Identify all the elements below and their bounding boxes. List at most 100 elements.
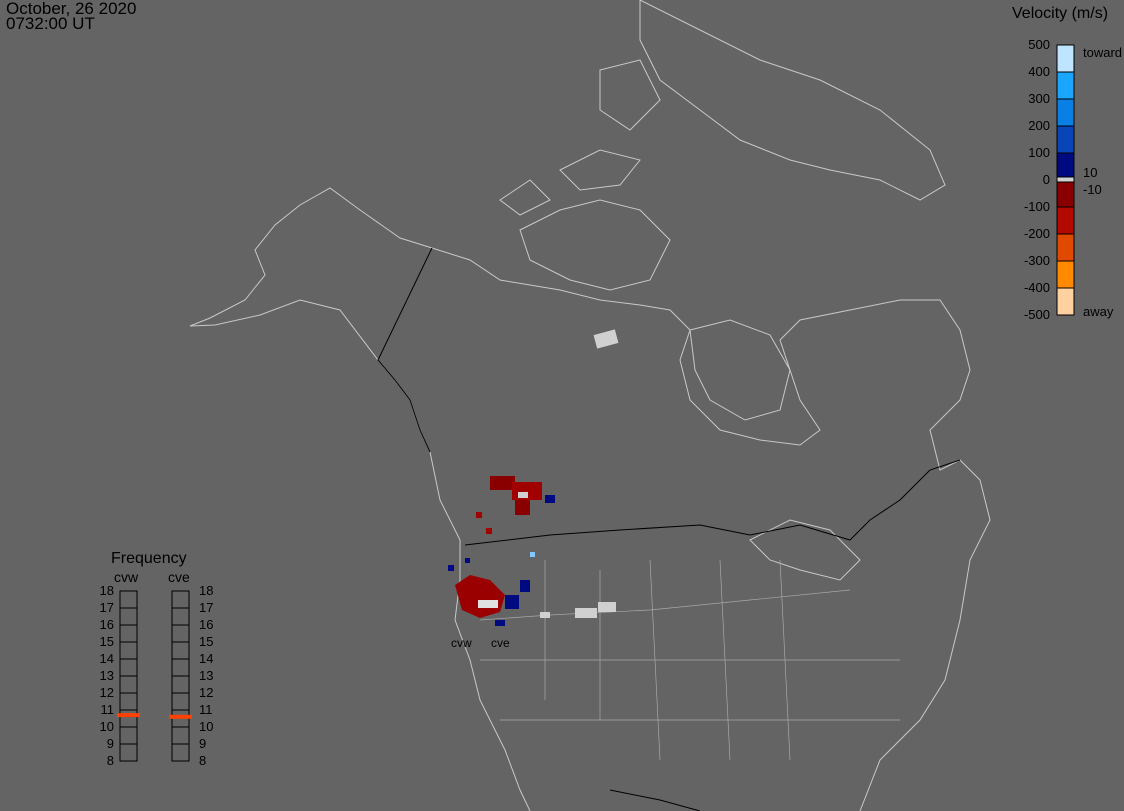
colorbar-segment: [1056, 125, 1075, 154]
frequency-tick-right: 13: [199, 668, 214, 683]
echo-patch: [520, 580, 530, 592]
country-borders: [377, 247, 961, 811]
frequency-tick-left: 14: [99, 651, 114, 666]
velocity-tick: -300: [1023, 253, 1050, 268]
echo-patch: [515, 500, 530, 515]
frequency-tick-left: 12: [99, 685, 114, 700]
frequency-tick-left: 10: [99, 719, 114, 734]
frequency-tick-left: 15: [99, 634, 114, 649]
frequency-tick-right: 14: [199, 651, 214, 666]
frequency-tick-left: 16: [99, 617, 114, 632]
hudson-bay: [689, 319, 791, 421]
time-label: 0732:00 UT: [6, 14, 95, 33]
colorbar-segment: [1056, 176, 1075, 183]
velocity-tick: -500: [1023, 307, 1050, 322]
velocity-title: Velocity (m/s): [1012, 5, 1109, 22]
colorbar-segment: [1056, 98, 1075, 127]
echo-patch: [540, 612, 550, 618]
colorbar-segment: [1056, 181, 1075, 208]
frequency-tick-left: 8: [106, 753, 114, 768]
echo-patch: [575, 608, 597, 618]
echo-patch: [530, 552, 535, 557]
velocity-colorbar: [1056, 44, 1075, 316]
frequency-tick-right: 15: [199, 634, 214, 649]
frequency-tick-right: 8: [199, 753, 207, 768]
velocity-inner-label: -10: [1083, 182, 1102, 197]
frequency-cell: [171, 692, 190, 711]
canada-arctic-coast: [431, 247, 991, 811]
echo-patch: [518, 492, 528, 498]
echo-patch: [495, 620, 505, 626]
frequency-cell: [171, 743, 190, 762]
frequency-cell: [171, 624, 190, 643]
frequency-cell: [171, 675, 190, 694]
arctic-islands: [499, 59, 671, 291]
frequency-cell: [119, 692, 138, 711]
echo-patch: [593, 329, 619, 349]
colorbar-segment: [1056, 44, 1075, 73]
frequency-tick-right: 16: [199, 617, 214, 632]
echo-patch: [476, 512, 482, 518]
echo-patch: [490, 476, 515, 490]
echo-patch: [465, 558, 470, 563]
frequency-cell: [171, 726, 190, 745]
frequency-cell: [119, 743, 138, 762]
echo-patch: [455, 575, 505, 618]
frequency-title: Frequency: [111, 550, 187, 567]
frequency-cell: [119, 658, 138, 677]
west-coast: [429, 451, 531, 811]
frequency-cell: [171, 641, 190, 660]
frequency-cell: [119, 641, 138, 660]
frequency-cell: [171, 590, 190, 609]
radar-label-cve: cve: [491, 636, 510, 650]
echo-patch: [448, 565, 454, 571]
toward-label: toward: [1083, 45, 1123, 60]
date-label: October, 26 2020: [6, 0, 137, 18]
frequency-tick-left: 11: [100, 702, 115, 717]
radar-name-cvw: cvw: [114, 569, 139, 585]
alaska-coast: [189, 187, 433, 453]
colorbar-segment: [1056, 206, 1075, 235]
frequency-indicator: [117, 713, 140, 718]
frequency-cell: [119, 624, 138, 643]
away-label: away: [1083, 304, 1114, 319]
coastlines: [189, 0, 991, 811]
velocity-tick: -200: [1023, 226, 1050, 241]
radar-scatter: [448, 329, 619, 626]
frequency-cell: [171, 658, 190, 677]
frequency-cell: [119, 709, 138, 728]
echo-patch: [486, 528, 492, 534]
frequency-tick-left: 18: [99, 583, 114, 598]
radar-name-cve: cve: [168, 569, 190, 585]
frequency-tick-left: 9: [106, 736, 114, 751]
radar-label-cvw: cvw: [451, 636, 472, 650]
echo-patch: [478, 600, 498, 608]
velocity-tick: 300: [1028, 91, 1050, 106]
frequency-tick-right: 18: [199, 583, 214, 598]
echo-patch: [598, 602, 616, 612]
frequency-cell: [119, 590, 138, 609]
state-borders: [479, 559, 900, 761]
frequency-tick-right: 12: [199, 685, 214, 700]
colorbar-segment: [1056, 287, 1075, 316]
colorbar-segment: [1056, 71, 1075, 100]
colorbar-segment: [1056, 233, 1075, 262]
frequency-cell: [119, 675, 138, 694]
velocity-inner-label: 10: [1083, 165, 1098, 180]
frequency-cell: [119, 726, 138, 745]
frequency-tick-right: 17: [199, 600, 214, 615]
velocity-tick: 100: [1028, 145, 1050, 160]
velocity-tick: 200: [1028, 118, 1050, 133]
velocity-tick: 500: [1028, 37, 1050, 52]
echo-patch: [545, 495, 555, 503]
frequency-panel-boxes: [117, 590, 192, 762]
frequency-tick-right: 11: [199, 702, 213, 717]
colorbar-segment: [1056, 260, 1075, 289]
frequency-tick-right: 10: [199, 719, 214, 734]
velocity-tick: -100: [1023, 199, 1050, 214]
echo-patch: [505, 595, 519, 609]
frequency-cell: [119, 607, 138, 626]
velocity-tick: 400: [1028, 64, 1050, 79]
frequency-tick-left: 17: [99, 600, 114, 615]
